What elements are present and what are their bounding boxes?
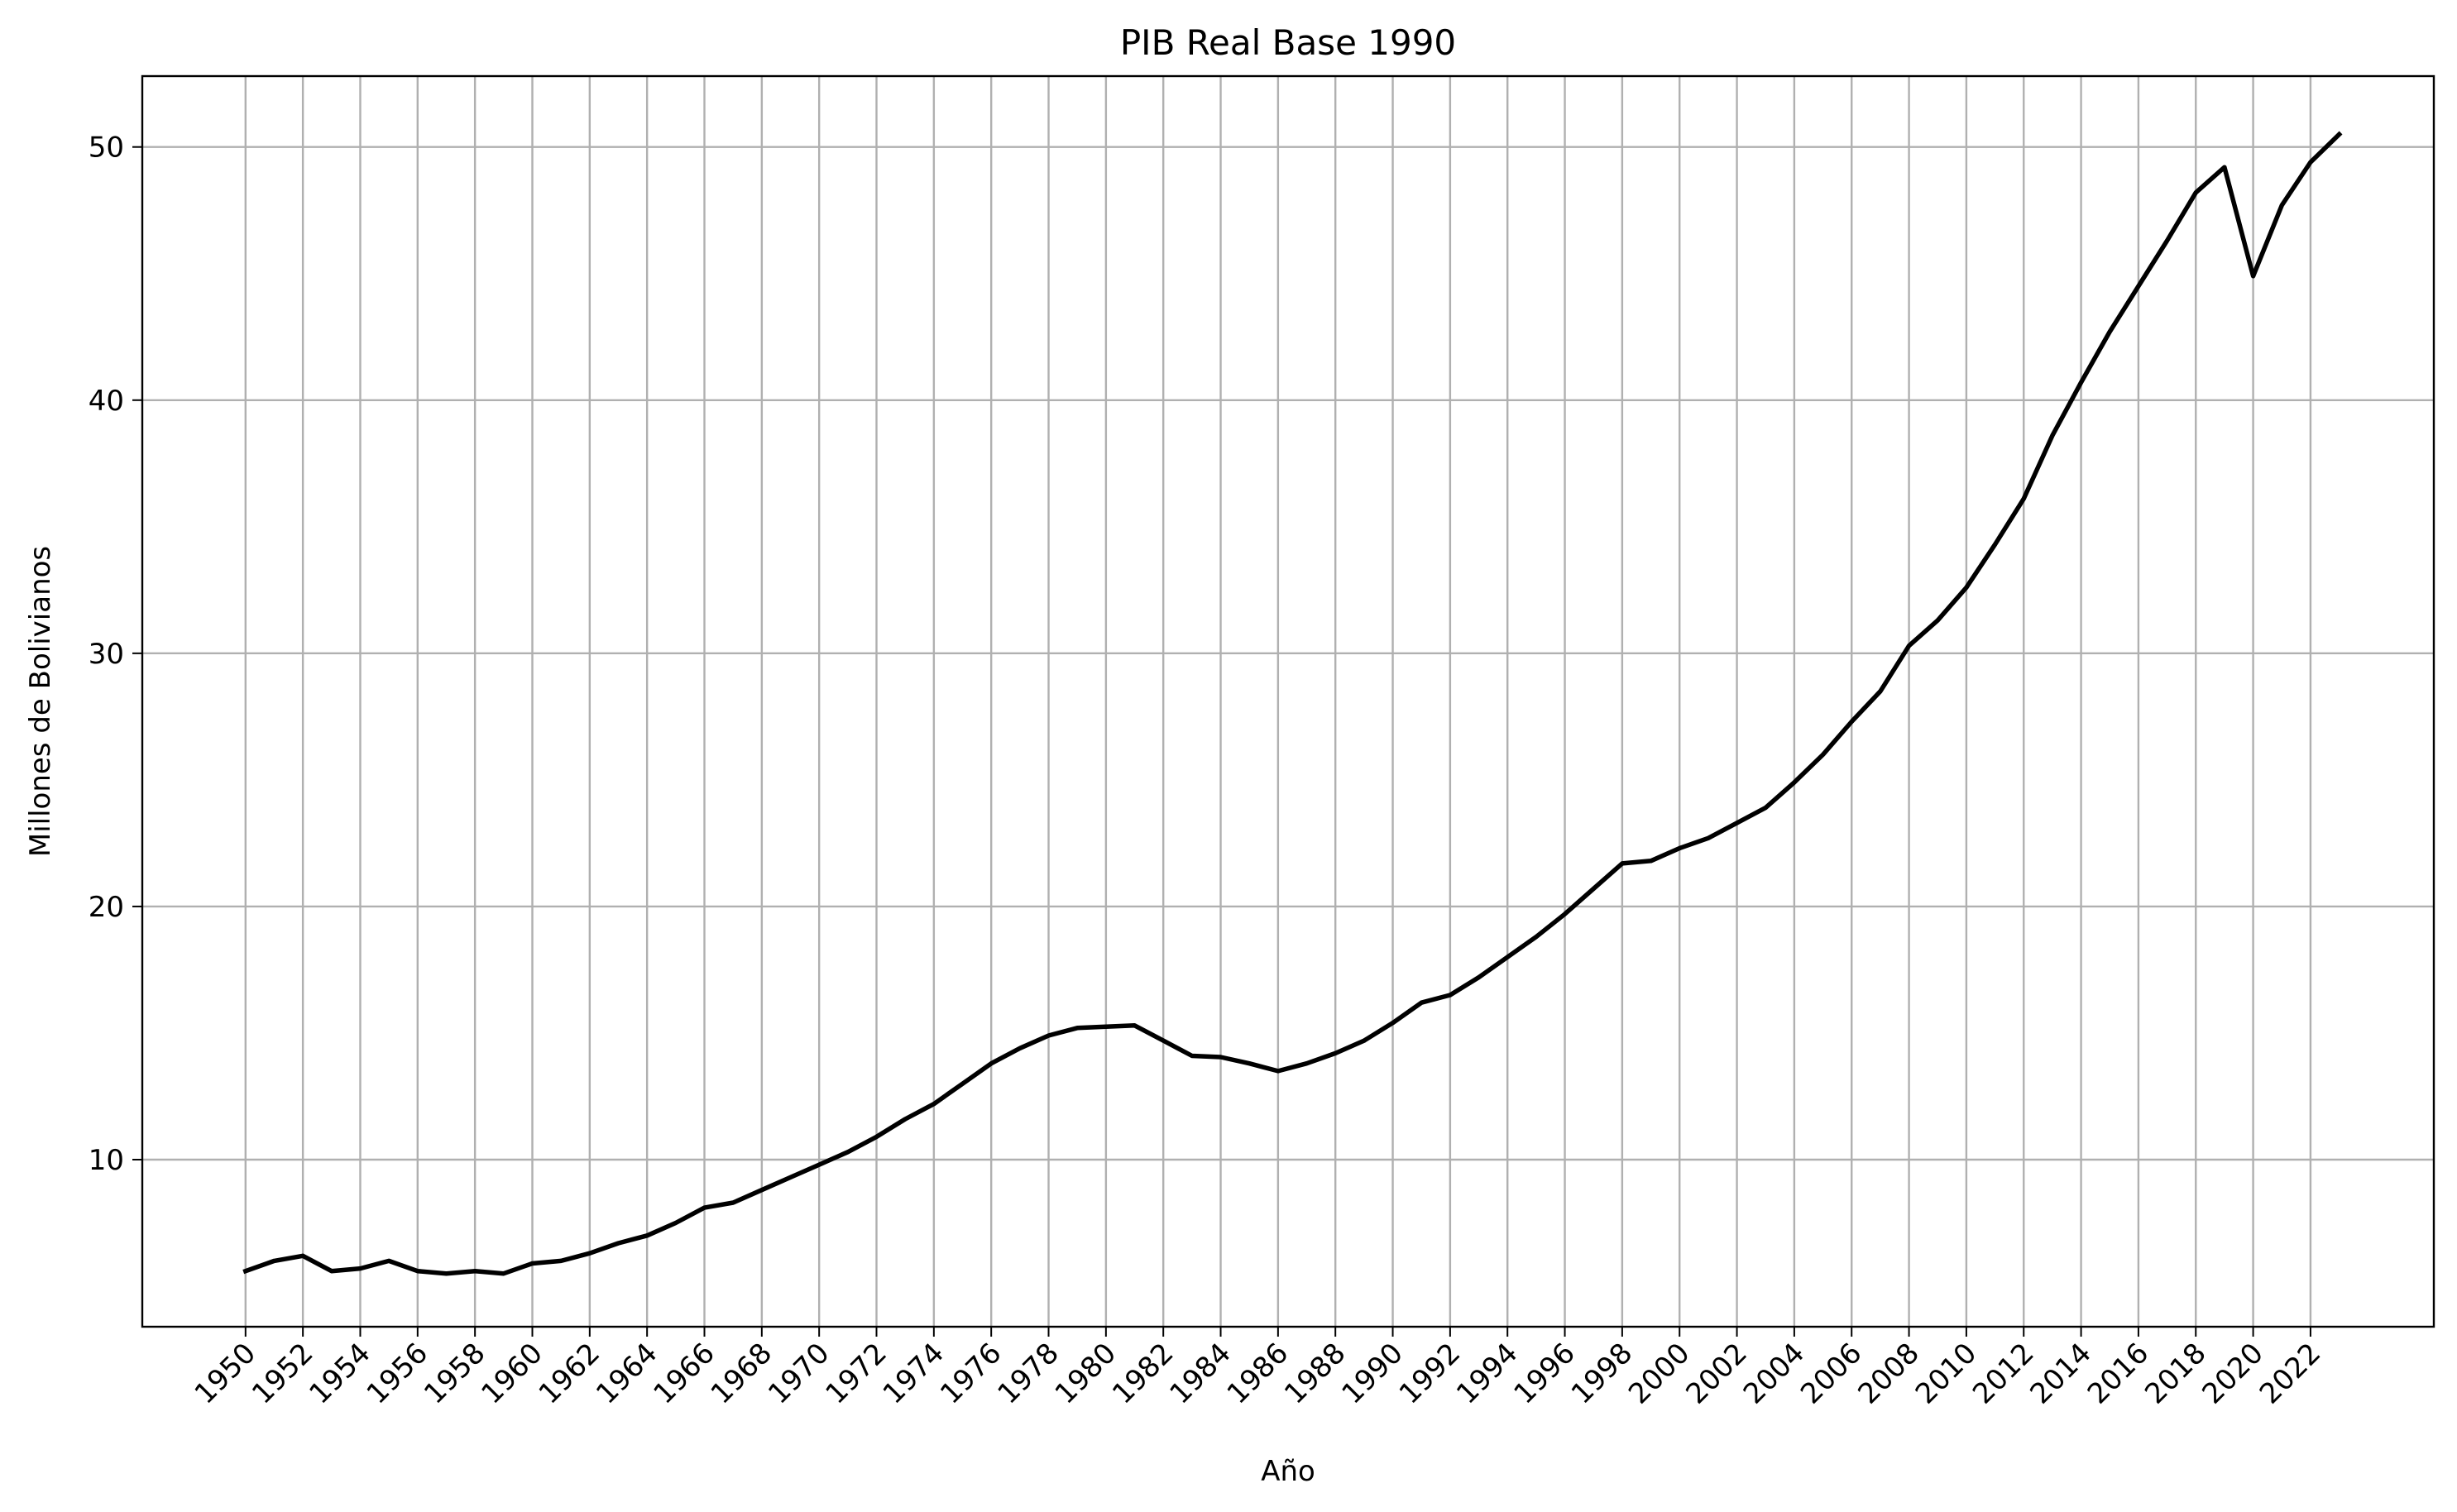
y-axis-title: Millones de Bolivianos xyxy=(24,546,57,857)
y-tick-label: 30 xyxy=(89,638,124,671)
y-tick-label: 10 xyxy=(89,1144,124,1177)
x-axis-title: Año xyxy=(1261,1455,1315,1488)
y-axis-ticks: 10 20 30 40 50 xyxy=(89,132,142,1177)
y-tick-label: 20 xyxy=(89,891,124,924)
plot-frame xyxy=(141,74,2435,1328)
x-gridlines xyxy=(244,76,2312,1327)
y-gridlines xyxy=(142,146,2434,1161)
series-group xyxy=(242,131,2343,1276)
y-tick-label: 50 xyxy=(89,132,124,165)
chart-title: PIB Real Base 1990 xyxy=(1120,22,1456,63)
series-line xyxy=(242,131,2343,1276)
y-tick-label: 40 xyxy=(89,385,124,418)
